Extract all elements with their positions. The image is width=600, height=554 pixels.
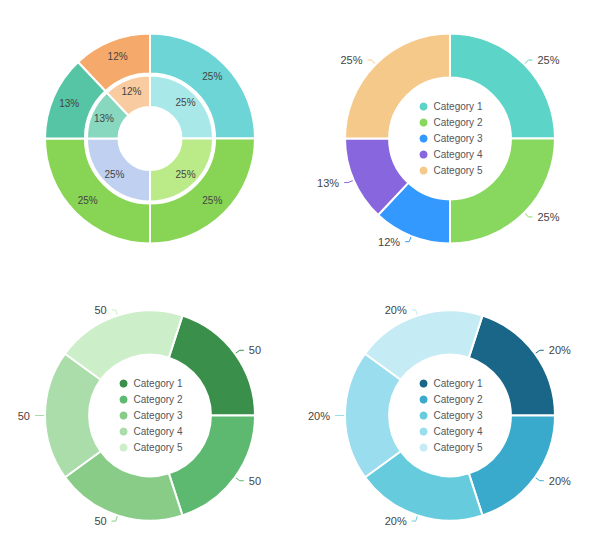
svg-text:Category 1: Category 1 [134, 378, 183, 389]
svg-text:Category 3: Category 3 [434, 133, 483, 144]
svg-text:Category 3: Category 3 [434, 410, 483, 421]
svg-text:25%: 25% [340, 54, 362, 66]
svg-text:13%: 13% [94, 113, 114, 124]
svg-text:50: 50 [249, 475, 261, 487]
svg-text:25%: 25% [537, 54, 559, 66]
svg-text:Category 1: Category 1 [434, 101, 483, 112]
svg-text:12%: 12% [121, 86, 141, 97]
svg-text:13%: 13% [317, 177, 339, 189]
svg-text:20%: 20% [385, 304, 407, 316]
svg-text:Category 2: Category 2 [134, 394, 183, 405]
svg-text:50: 50 [18, 410, 30, 422]
svg-text:25%: 25% [176, 97, 196, 108]
svg-text:12%: 12% [108, 51, 128, 62]
svg-text:12%: 12% [378, 236, 400, 248]
svg-text:25%: 25% [202, 195, 222, 206]
svg-text:Category 2: Category 2 [434, 117, 483, 128]
svg-text:20%: 20% [308, 410, 330, 422]
svg-text:Category 1: Category 1 [434, 378, 483, 389]
svg-text:Category 5: Category 5 [434, 165, 483, 176]
svg-text:25%: 25% [78, 195, 98, 206]
svg-text:Category 3: Category 3 [134, 410, 183, 421]
svg-text:20%: 20% [385, 515, 407, 527]
svg-text:25%: 25% [537, 211, 559, 223]
svg-text:20%: 20% [549, 475, 571, 487]
svg-text:Category 5: Category 5 [134, 442, 183, 453]
svg-text:50: 50 [94, 515, 106, 527]
svg-text:Category 4: Category 4 [434, 149, 483, 160]
svg-text:20%: 20% [549, 344, 571, 356]
svg-text:Category 5: Category 5 [434, 442, 483, 453]
svg-text:25%: 25% [176, 169, 196, 180]
svg-text:Category 4: Category 4 [134, 426, 183, 437]
svg-text:Category 2: Category 2 [434, 394, 483, 405]
svg-text:25%: 25% [104, 169, 124, 180]
svg-text:25%: 25% [202, 71, 222, 82]
svg-text:Category 4: Category 4 [434, 426, 483, 437]
svg-text:13%: 13% [59, 98, 79, 109]
svg-text:50: 50 [249, 344, 261, 356]
svg-text:50: 50 [94, 304, 106, 316]
